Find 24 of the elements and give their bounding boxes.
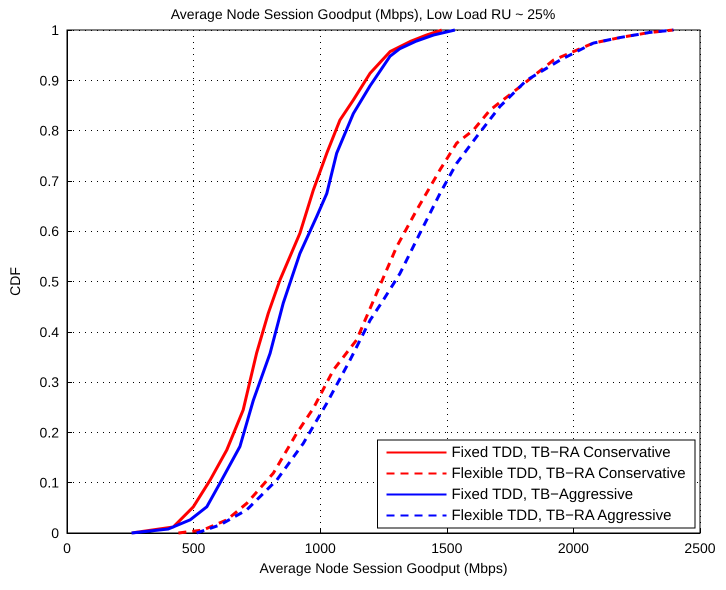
- y-tick-label: 0.7: [40, 172, 60, 189]
- x-tick-label: 500: [182, 540, 206, 556]
- y-tick-label: 0.4: [40, 324, 60, 340]
- y-tick-label: 0.1: [40, 474, 60, 491]
- y-tick-label: 0.6: [40, 223, 60, 240]
- y-tick-label: 0.9: [40, 72, 60, 88]
- y-tick-label: 0.3: [40, 374, 60, 390]
- x-tick-label: 1000: [304, 540, 336, 556]
- legend-label: Flexible TDD, TB−RA Aggressive: [452, 507, 672, 524]
- y-axis-title: CDF: [7, 267, 23, 296]
- y-tick-label: 0: [51, 525, 60, 541]
- chart-title: Average Node Session Goodput (Mbps), Low Load RU ~ 25%: [170, 6, 556, 22]
- y-tick-label: 0.5: [40, 274, 60, 290]
- y-tick-label: 1: [51, 22, 60, 38]
- y-tick-label: 0.2: [40, 424, 60, 440]
- legend-label: Flexible TDD, TB−RA Conservative: [452, 465, 686, 482]
- x-tick-label: 2500: [684, 540, 716, 556]
- x-tick-label: 0: [63, 540, 72, 556]
- legend-label: Fixed TDD, TB−Aggressive: [452, 486, 634, 503]
- x-tick-label: 1500: [431, 540, 463, 556]
- x-axis-title: Average Node Session Goodput (Mbps): [260, 560, 508, 576]
- y-tick-label: 0.8: [40, 122, 60, 139]
- legend-label: Fixed TDD, TB−RA Conservative: [452, 444, 671, 461]
- x-tick-label: 2000: [558, 540, 590, 556]
